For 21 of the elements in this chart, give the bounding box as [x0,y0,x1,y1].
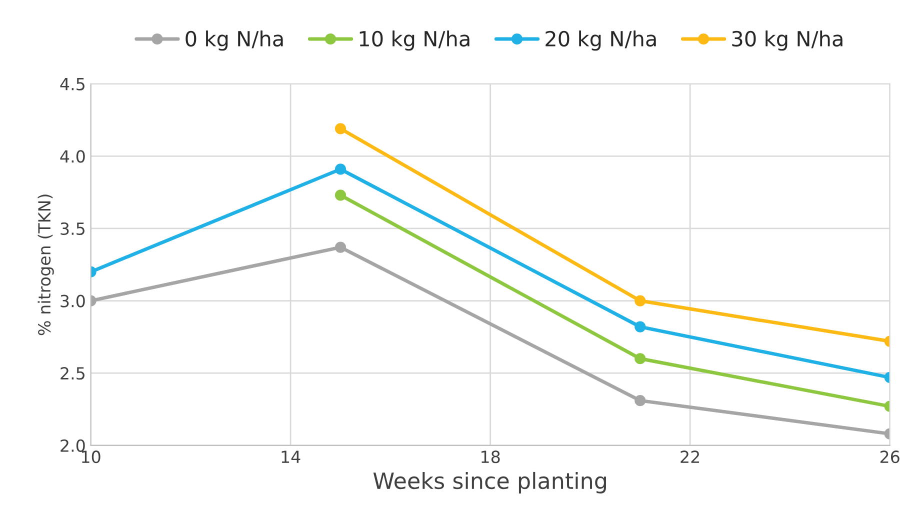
y-tick-label: 3.5 [60,222,84,236]
y-axis-title: % nitrogen (TKN) [38,194,54,336]
legend-label: 30 kg N/ha [732,30,842,51]
point [634,295,646,306]
y-tick-label: 4.0 [60,150,85,163]
x-tick-label: 26 [880,450,900,464]
y-tick-label: 2.0 [60,439,85,452]
x-tick-label: 18 [482,450,500,464]
legend-label: 10 kg N/ha [360,30,470,51]
x-tick-label: 22 [680,450,700,463]
y-tick-label: 4.5 [60,78,84,90]
point [634,353,646,364]
legend-label: 0 kg N/ha [186,30,283,51]
y-tick-label: 2.5 [60,367,84,380]
x-axis-title: Weeks since planting [373,472,606,494]
legend-label: 20 kg N/ha [546,30,656,51]
point [334,123,346,134]
point [334,190,346,201]
y-tick-label: 3.0 [60,294,85,308]
x-tick-label: 14 [282,450,300,463]
x-tick-label: 10 [82,450,100,464]
